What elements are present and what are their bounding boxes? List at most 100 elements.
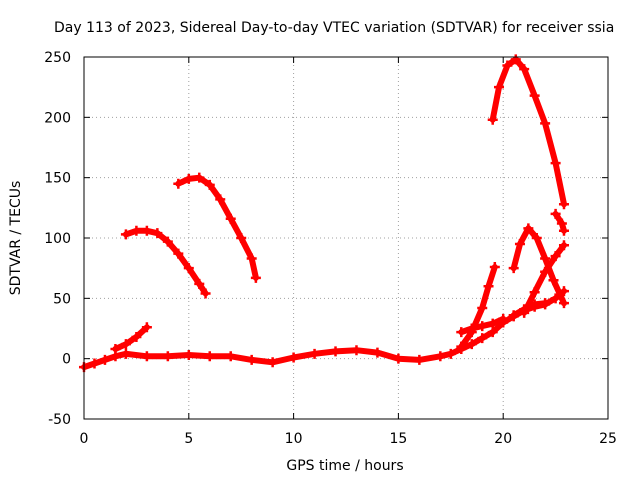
data-point-marker: [141, 322, 152, 333]
y-tick-label: 250: [44, 50, 71, 66]
data-point-marker: [162, 351, 173, 362]
data-point-marker: [120, 229, 131, 240]
series-arc-8: [456, 313, 509, 338]
chart-title: Day 113 of 2023, Sidereal Day-to-day VTE…: [54, 20, 614, 36]
data-point-marker: [141, 225, 152, 236]
series-arc-2: [173, 172, 261, 283]
data-point-marker: [531, 233, 542, 243]
data-point-marker: [330, 346, 341, 357]
data-point-marker: [225, 351, 236, 362]
data-point-marker: [288, 352, 299, 363]
data-point-marker: [558, 199, 569, 210]
series-line: [122, 227, 209, 297]
data-point-marker: [514, 239, 525, 250]
x-tick-label: 5: [184, 431, 193, 447]
y-tick-label: 0: [62, 352, 71, 368]
data-point-marker: [523, 223, 534, 234]
data-point-marker: [519, 64, 530, 75]
data-point-marker: [540, 266, 551, 277]
data-point-marker: [200, 288, 211, 299]
data-point-marker: [393, 353, 404, 364]
data-point-marker: [498, 313, 509, 324]
y-tick-label: 100: [44, 231, 71, 247]
data-point-marker: [510, 54, 521, 65]
data-point-marker: [483, 281, 494, 292]
data-point-marker: [351, 345, 362, 356]
x-tick-label: 10: [285, 431, 303, 447]
data-point-marker: [487, 318, 498, 329]
data-point-marker: [466, 339, 477, 350]
data-point-marker: [550, 208, 561, 219]
data-point-marker: [540, 118, 551, 129]
data-point-marker: [225, 213, 236, 224]
data-point-marker: [131, 225, 142, 236]
data-point-marker: [489, 261, 500, 272]
data-point-marker: [99, 354, 110, 365]
data-point-marker: [502, 60, 513, 71]
series-arc-9: [550, 208, 569, 236]
series-layer: [79, 54, 569, 373]
x-tick-label: 15: [389, 431, 407, 447]
tick-layer: 0 5 10 15 20 25 -50 0 50 100 150 200 250: [44, 50, 617, 447]
series-line: [175, 174, 259, 281]
data-point-marker: [173, 248, 184, 259]
data-point-marker: [215, 194, 226, 205]
series-baseline: [79, 286, 569, 373]
data-point-marker: [183, 263, 194, 274]
data-point-marker: [456, 341, 467, 352]
data-point-marker: [183, 173, 194, 184]
data-point-marker: [162, 236, 173, 247]
series-arc-10: [508, 298, 551, 321]
data-point-marker: [183, 350, 194, 361]
data-point-marker: [246, 354, 257, 365]
data-point-marker: [309, 348, 320, 359]
data-point-marker: [466, 323, 477, 334]
data-point-marker: [110, 344, 121, 355]
data-point-marker: [372, 347, 383, 358]
data-point-marker: [435, 351, 446, 362]
x-tick-label: 0: [80, 431, 89, 447]
data-point-marker: [246, 253, 257, 264]
data-point-marker: [548, 275, 559, 286]
series-line: [510, 300, 549, 319]
data-point-marker: [477, 302, 488, 313]
data-point-marker: [267, 357, 278, 368]
y-tick-label: -50: [48, 412, 71, 428]
data-point-marker: [414, 354, 425, 365]
data-point-marker: [152, 228, 163, 239]
data-point-marker: [494, 82, 505, 93]
data-point-marker: [89, 358, 100, 369]
data-point-marker: [456, 327, 467, 338]
data-point-marker: [204, 351, 215, 362]
x-tick-label: 20: [494, 431, 512, 447]
x-axis-label: GPS time / hours: [286, 458, 403, 474]
data-point-marker: [519, 304, 530, 315]
y-tick-label: 50: [53, 291, 71, 307]
data-point-marker: [131, 331, 142, 342]
data-point-marker: [529, 299, 540, 310]
data-point-marker: [250, 272, 261, 283]
series-line: [489, 56, 567, 208]
data-point-marker: [508, 263, 519, 274]
data-point-marker: [477, 321, 488, 332]
data-point-marker: [120, 348, 131, 359]
data-point-marker: [550, 158, 561, 169]
data-point-marker: [445, 348, 456, 359]
series-arc-7: [110, 322, 152, 355]
series-arc-3: [487, 54, 569, 210]
data-point-marker: [529, 90, 540, 101]
data-point-marker: [477, 333, 488, 344]
data-point-marker: [550, 251, 561, 262]
data-point-marker: [120, 339, 131, 350]
data-point-marker: [540, 298, 551, 309]
data-point-marker: [194, 172, 205, 183]
data-point-marker: [540, 253, 551, 264]
data-point-marker: [558, 225, 569, 236]
series-arc-1: [120, 225, 211, 299]
series-arc-4: [508, 223, 569, 309]
data-point-marker: [529, 287, 540, 298]
data-point-marker: [141, 351, 152, 362]
data-point-marker: [558, 298, 569, 309]
series-line: [112, 324, 150, 352]
